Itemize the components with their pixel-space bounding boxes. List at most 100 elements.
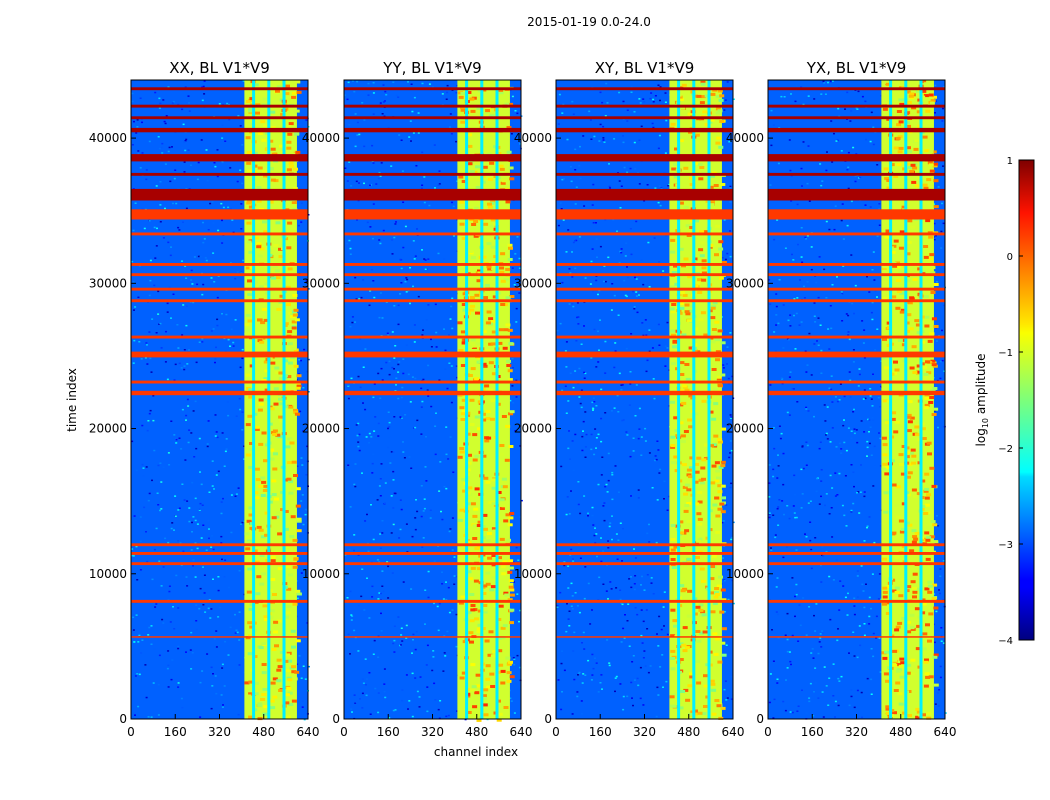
heatmap-cell bbox=[577, 503, 580, 506]
band-cell bbox=[710, 92, 716, 96]
band-cell bbox=[470, 304, 476, 308]
heatmap-cell bbox=[795, 549, 798, 551]
y-tick-label: 30000 bbox=[89, 276, 127, 290]
band-cell bbox=[277, 694, 283, 698]
heatmap-cell bbox=[187, 95, 190, 97]
heatmap-cell bbox=[362, 279, 365, 281]
band-cell bbox=[269, 699, 275, 703]
heatmap-cell bbox=[146, 429, 149, 432]
heatmap-cell bbox=[453, 583, 456, 585]
band-cell bbox=[490, 342, 496, 346]
heatmap-cell bbox=[648, 541, 651, 543]
band-cell bbox=[670, 649, 676, 653]
heatmap-cell bbox=[182, 221, 184, 223]
heatmap-cell bbox=[361, 568, 364, 570]
band-cell bbox=[269, 448, 275, 452]
heatmap-cell bbox=[935, 327, 938, 329]
heatmap-cell bbox=[132, 362, 135, 364]
heatmap-cell bbox=[580, 700, 583, 702]
band-cell bbox=[504, 102, 510, 106]
band-cell bbox=[683, 492, 689, 496]
heatmap-cell bbox=[658, 472, 661, 474]
heatmap-cell bbox=[610, 410, 613, 412]
heatmap-cell bbox=[935, 340, 938, 342]
heatmap-cell bbox=[822, 716, 825, 718]
heatmap-cell bbox=[776, 577, 779, 579]
band-cell bbox=[509, 608, 515, 612]
heatmap-cell bbox=[653, 397, 656, 400]
y-tick-label: 40000 bbox=[302, 131, 340, 145]
heatmap-cell bbox=[145, 466, 148, 468]
heatmap-cell bbox=[413, 258, 416, 260]
band-cell bbox=[703, 705, 708, 708]
heatmap-cell bbox=[593, 135, 596, 138]
heatmap-cell bbox=[805, 441, 808, 443]
heatmap-cell bbox=[560, 465, 563, 468]
heatmap-cell bbox=[215, 346, 217, 349]
heatmap-cell bbox=[355, 180, 358, 183]
heatmap-cell bbox=[150, 625, 153, 627]
heatmap-cell bbox=[194, 576, 197, 578]
heatmap-cell bbox=[823, 666, 826, 668]
heatmap-cell bbox=[224, 140, 227, 142]
band-cell bbox=[503, 591, 509, 595]
band-cell bbox=[486, 265, 492, 269]
heatmap-cell bbox=[356, 80, 359, 83]
band-cell bbox=[246, 590, 252, 594]
heatmap-cell bbox=[211, 685, 214, 687]
band-cell bbox=[270, 681, 276, 685]
heatmap-cell bbox=[805, 406, 808, 409]
heatmap-cell bbox=[193, 456, 196, 458]
heatmap-cell bbox=[641, 322, 644, 324]
heatmap-cell bbox=[938, 589, 940, 591]
heatmap-cell bbox=[935, 515, 938, 517]
heatmap-cell bbox=[637, 437, 640, 440]
band-cell bbox=[245, 328, 250, 332]
heatmap-cell bbox=[437, 252, 440, 255]
heatmap-cell bbox=[227, 586, 230, 589]
band-cell bbox=[473, 206, 479, 210]
heatmap-cell bbox=[221, 124, 224, 126]
band-cell bbox=[497, 341, 503, 345]
band-cell bbox=[688, 425, 694, 429]
heatmap-cell bbox=[358, 133, 361, 136]
heatmap-cell bbox=[384, 90, 387, 93]
heatmap-cell bbox=[208, 528, 210, 530]
band-cell bbox=[270, 126, 276, 130]
heatmap-cell bbox=[199, 471, 201, 473]
heatmap-cell bbox=[935, 610, 938, 613]
heatmap-cell bbox=[410, 588, 413, 590]
heatmap-cell bbox=[602, 505, 605, 507]
heatmap-cell bbox=[879, 437, 882, 440]
heatmap-cell bbox=[183, 161, 186, 163]
heatmap-cell bbox=[199, 587, 202, 590]
heatmap-cell bbox=[664, 345, 667, 347]
heatmap-cell bbox=[590, 448, 593, 451]
band-cell bbox=[481, 143, 487, 147]
heatmap-cell bbox=[443, 258, 446, 260]
heatmap-cell bbox=[452, 205, 455, 208]
heatmap-cell bbox=[567, 400, 570, 402]
heatmap-cell bbox=[937, 261, 940, 263]
heatmap-cell bbox=[560, 708, 563, 711]
band-cell bbox=[294, 318, 300, 322]
heatmap-cell bbox=[944, 712, 947, 714]
heatmap-cell bbox=[651, 347, 654, 349]
band-cell bbox=[296, 374, 302, 378]
heatmap-cell bbox=[575, 186, 578, 188]
band-cell bbox=[711, 628, 717, 632]
heatmap-cell bbox=[201, 293, 204, 296]
heatmap-cell bbox=[520, 499, 523, 502]
band-cell bbox=[509, 177, 515, 181]
heatmap-cell bbox=[780, 95, 783, 98]
heatmap-cell bbox=[429, 509, 432, 511]
heatmap-cell bbox=[171, 659, 174, 661]
band-cell bbox=[714, 320, 720, 324]
heatmap-cell bbox=[456, 710, 459, 712]
band-cell bbox=[286, 687, 292, 690]
heatmap-cell bbox=[805, 634, 808, 636]
heatmap-cell bbox=[421, 249, 423, 251]
heatmap-cell bbox=[414, 255, 417, 257]
heatmap-cell bbox=[393, 639, 396, 642]
band-cell bbox=[490, 478, 496, 482]
